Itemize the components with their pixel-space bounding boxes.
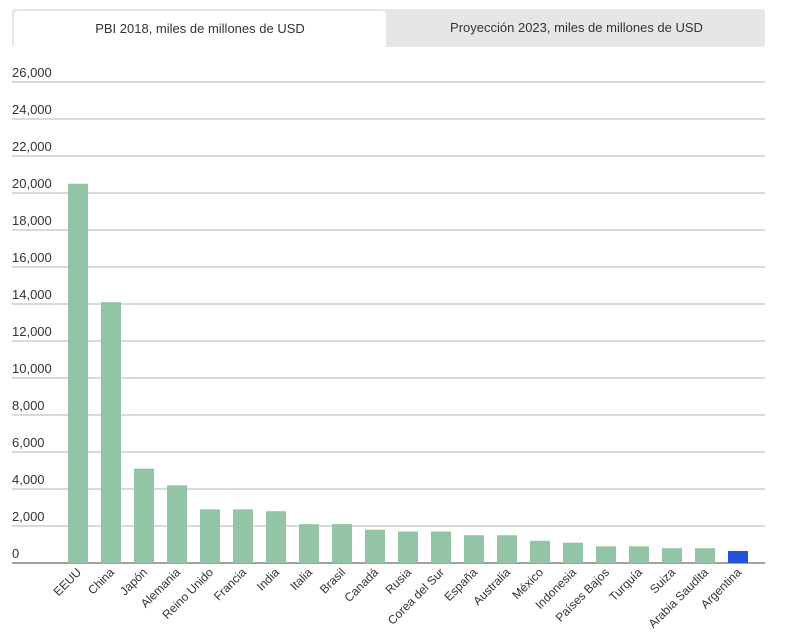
bar[interactable] — [662, 548, 682, 563]
bar[interactable] — [266, 511, 286, 563]
y-tick-label: 8,000 — [12, 398, 45, 413]
y-tick-label: 12,000 — [12, 324, 52, 339]
y-tick-label: 4,000 — [12, 472, 45, 487]
bar[interactable] — [728, 550, 748, 563]
bar[interactable] — [68, 183, 88, 563]
x-tick-label: EEUU — [51, 565, 84, 598]
tab-pbi-2018[interactable]: PBI 2018, miles de millones de USD — [14, 11, 386, 47]
bar[interactable] — [365, 529, 385, 563]
x-tick-label: China — [85, 565, 117, 597]
y-tick-label: 2,000 — [12, 509, 45, 524]
bar[interactable] — [332, 524, 352, 563]
bar[interactable] — [563, 542, 583, 563]
x-tick-label: Turquía — [606, 565, 645, 604]
x-tick-label: Italia — [287, 565, 315, 593]
y-tick-label: 20,000 — [12, 176, 52, 191]
y-tick-label: 26,000 — [12, 65, 52, 80]
x-tick-label: India — [254, 565, 283, 594]
y-tick-label: 10,000 — [12, 361, 52, 376]
tab-proyeccion-2023[interactable]: Proyección 2023, miles de millones de US… — [450, 20, 703, 35]
bar[interactable] — [167, 485, 187, 563]
tab-bar: PBI 2018, miles de millones de USD Proye… — [12, 9, 765, 47]
bar[interactable] — [200, 509, 220, 563]
bar[interactable] — [629, 546, 649, 563]
y-tick-label: 14,000 — [12, 287, 52, 302]
bar[interactable] — [695, 548, 715, 563]
bar[interactable] — [299, 524, 319, 563]
bar[interactable] — [233, 509, 253, 563]
y-tick-label: 0 — [12, 546, 19, 561]
x-tick-label: Australia — [470, 565, 513, 608]
x-tick-label: Francia — [211, 565, 249, 603]
bar[interactable] — [101, 302, 121, 563]
y-tick-label: 24,000 — [12, 102, 52, 117]
x-tick-label: Canadá — [341, 565, 381, 605]
y-tick-label: 6,000 — [12, 435, 45, 450]
y-tick-label: 16,000 — [12, 250, 52, 265]
bar[interactable] — [134, 468, 154, 563]
y-tick-label: 18,000 — [12, 213, 52, 228]
bar[interactable] — [530, 540, 550, 563]
bar[interactable] — [497, 535, 517, 563]
bar[interactable] — [398, 531, 418, 563]
y-tick-label: 22,000 — [12, 139, 52, 154]
bar[interactable] — [596, 546, 616, 563]
bar[interactable] — [464, 535, 484, 563]
bar[interactable] — [431, 531, 451, 563]
